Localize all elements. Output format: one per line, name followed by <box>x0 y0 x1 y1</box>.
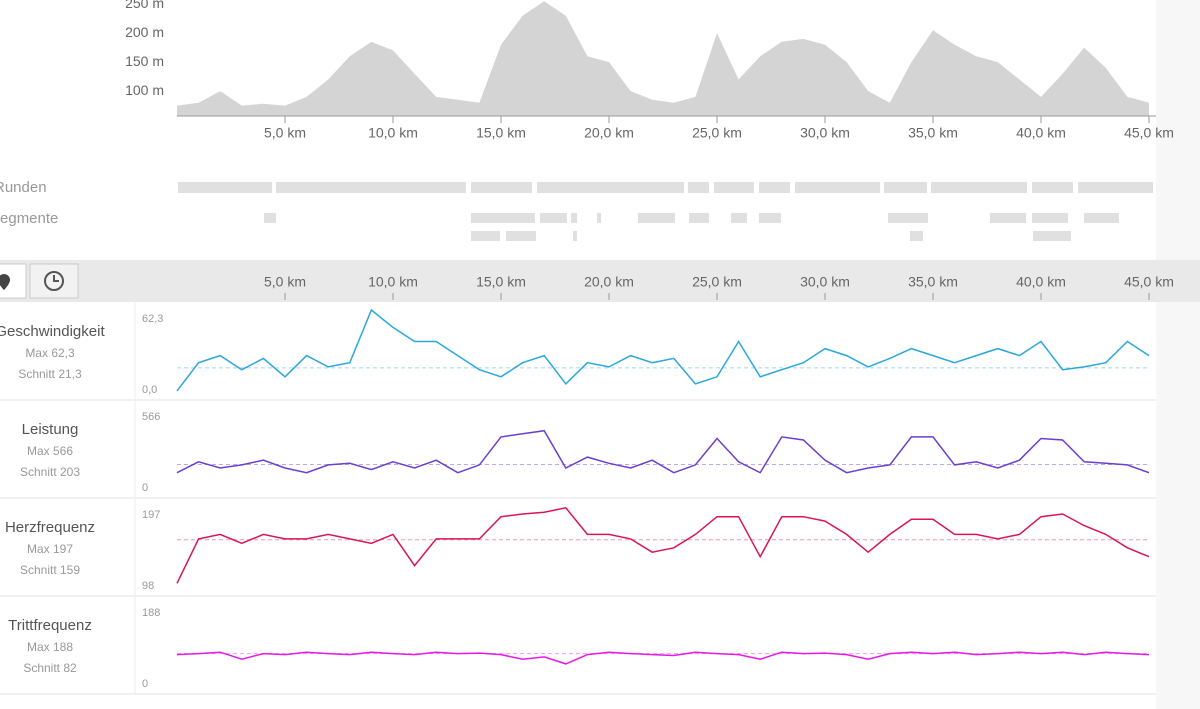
metric-max: Max 566 <box>27 444 73 458</box>
y-tick-label: 200 m <box>125 24 164 40</box>
x-tick-label: 35,0 km <box>908 125 958 141</box>
metric-avg: Schnitt 203 <box>20 465 80 479</box>
time-button[interactable] <box>29 263 79 299</box>
metric-line <box>176 506 1150 584</box>
metric-avg: Schnitt 21,3 <box>18 367 82 381</box>
y-tick-label: 566 <box>142 411 160 423</box>
metric-max: Max 62,3 <box>25 346 75 360</box>
elevation-area <box>177 1 1149 117</box>
metric-title: Trittfrequenz <box>8 617 92 634</box>
x-tick-label: 30,0 km <box>800 125 850 141</box>
x-tick-label: 20,0 km <box>584 274 634 290</box>
y-tick-label: 100 m <box>125 82 164 98</box>
metric-title: Leistung <box>22 421 79 438</box>
x-tick-label: 5,0 km <box>264 274 306 290</box>
y-tick-label: 197 <box>142 509 160 521</box>
y-tick-label: 62,3 <box>142 313 163 325</box>
y-tick-label: 250 m <box>125 0 164 11</box>
x-tick-label: 15,0 km <box>476 274 526 290</box>
metric-title: Herzfrequenz <box>5 519 95 536</box>
x-tick-label: 5,0 km <box>264 125 306 141</box>
x-tick-label: 35,0 km <box>908 274 958 290</box>
x-tick-label: 25,0 km <box>692 125 742 141</box>
y-tick-label: 0 <box>142 482 148 494</box>
metric-max: Max 197 <box>27 542 73 556</box>
x-tick-label: 10,0 km <box>368 274 418 290</box>
x-tick-label: 40,0 km <box>1016 274 1066 290</box>
metric-avg: Schnitt 82 <box>23 661 77 675</box>
y-tick-label: 0,0 <box>142 384 157 396</box>
x-tick-label: 15,0 km <box>476 125 526 141</box>
x-tick-label: 25,0 km <box>692 274 742 290</box>
metric-line <box>176 651 1150 665</box>
right-gutter <box>1156 0 1200 709</box>
x-tick-label: 45,0 km <box>1124 125 1174 141</box>
x-tick-label: 30,0 km <box>800 274 850 290</box>
y-tick-label: 150 m <box>125 53 164 69</box>
segments <box>264 213 1119 241</box>
laps <box>178 182 1153 193</box>
y-tick-label: 98 <box>142 580 154 592</box>
metric-line <box>176 308 1150 392</box>
metrics-area <box>0 302 1156 709</box>
x-tick-label: 40,0 km <box>1016 125 1066 141</box>
metric-max: Max 188 <box>27 640 73 654</box>
toolbar <box>0 260 1200 302</box>
row-label: Segmente <box>0 210 58 227</box>
x-tick-label: 10,0 km <box>368 125 418 141</box>
y-tick-label: 188 <box>142 607 160 619</box>
row-label: Runden <box>0 179 47 196</box>
map-button[interactable] <box>0 263 27 299</box>
y-tick-label: 0 <box>142 678 148 690</box>
x-tick-label: 20,0 km <box>584 125 634 141</box>
metric-title: Geschwindigkeit <box>0 323 105 340</box>
metric-line <box>176 429 1150 474</box>
metric-avg: Schnitt 159 <box>20 563 80 577</box>
x-tick-label: 45,0 km <box>1124 274 1174 290</box>
